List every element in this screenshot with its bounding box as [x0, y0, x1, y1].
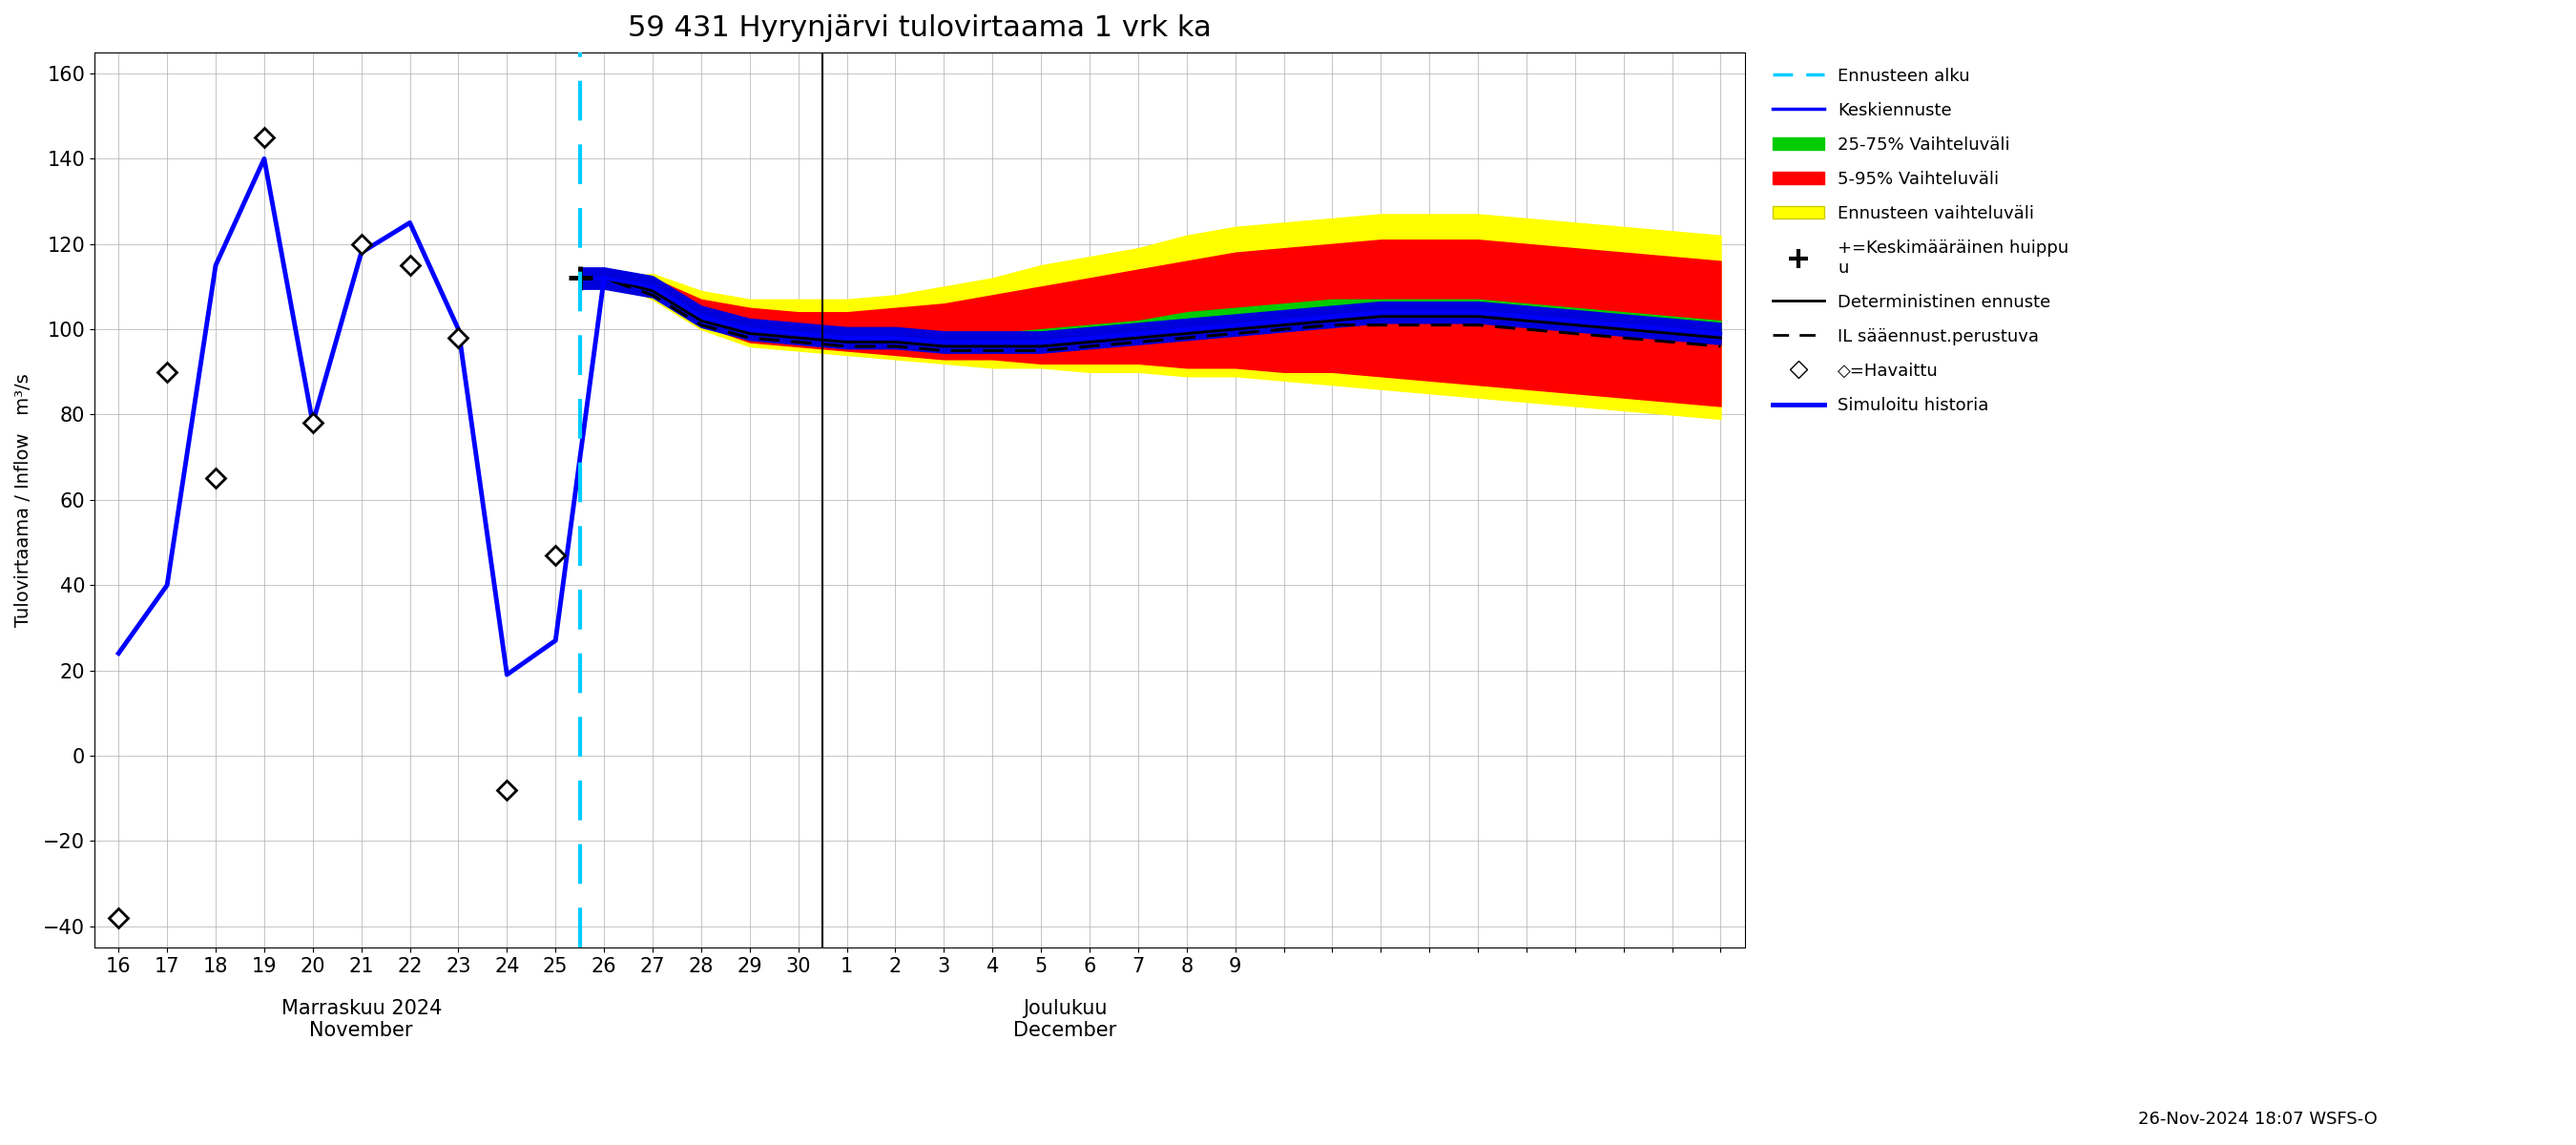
- Text: Marraskuu 2024
November: Marraskuu 2024 November: [281, 998, 440, 1040]
- Text: Joulukuu
December: Joulukuu December: [1012, 998, 1118, 1040]
- Title: 59 431 Hyrynjärvi tulovirtaama 1 vrk ka: 59 431 Hyrynjärvi tulovirtaama 1 vrk ka: [629, 14, 1211, 42]
- Text: 26-Nov-2024 18:07 WSFS-O: 26-Nov-2024 18:07 WSFS-O: [2138, 1111, 2378, 1128]
- Legend: Ennusteen alku, Keskiennuste, 25-75% Vaihteluväli, 5-95% Vaihteluväli, Ennusteen: Ennusteen alku, Keskiennuste, 25-75% Vai…: [1757, 52, 2084, 429]
- Y-axis label: Tulovirtaama / Inflow   m³/s: Tulovirtaama / Inflow m³/s: [15, 373, 33, 626]
